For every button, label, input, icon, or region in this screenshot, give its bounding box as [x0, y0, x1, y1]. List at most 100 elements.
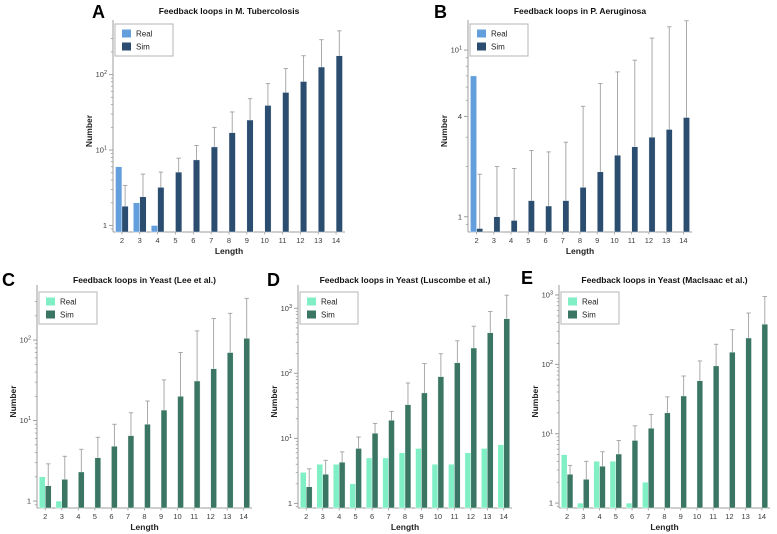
panel-letter-A: A: [92, 2, 105, 22]
x-tick-label: 8: [578, 236, 582, 245]
real-bar: [497, 444, 504, 509]
x-tick-label: 12: [725, 512, 733, 521]
sim-bar: [193, 380, 201, 509]
sim-bar: [243, 338, 250, 509]
x-tick-label: 12: [296, 236, 304, 245]
legend-box: [560, 291, 620, 325]
y-tick-label: 4: [458, 112, 462, 121]
real-bar: [415, 448, 422, 509]
sim-bar: [615, 453, 622, 509]
x-tick-label: 7: [646, 512, 650, 521]
real-bar: [431, 464, 439, 509]
y-tick-label: 103: [281, 304, 292, 313]
chart-title: Feedback loops in Yeast (MacIsaac et al.…: [581, 275, 747, 285]
x-axis-label: Length: [566, 246, 594, 256]
x-tick-label: 14: [500, 512, 508, 521]
legend-swatch-sim: [122, 42, 131, 51]
real-bar: [316, 464, 323, 509]
x-tick-label: 5: [173, 236, 177, 245]
x-tick-label: 3: [60, 512, 64, 521]
x-tick-label: 11: [279, 236, 287, 245]
legend-swatch-real: [307, 297, 316, 306]
sim-bar: [454, 362, 461, 509]
y-tick-label: 103: [542, 291, 553, 300]
sim-bar: [61, 479, 68, 509]
x-tick-label: 6: [630, 512, 634, 521]
sim-bar: [614, 155, 621, 233]
x-tick-label: 12: [467, 512, 475, 521]
sim-bar: [510, 220, 518, 233]
x-tick-label: 6: [191, 236, 195, 245]
legend-label-sim: Sim: [136, 43, 150, 52]
x-tick-label: 10: [610, 236, 618, 245]
sim-bar: [144, 424, 151, 509]
legend-swatch-real: [122, 29, 131, 38]
sim-bar: [648, 137, 656, 233]
sim-bar: [157, 187, 165, 233]
sim-bar: [437, 376, 445, 509]
sim-bar: [210, 368, 217, 509]
sim-bar: [404, 404, 412, 509]
real-bar: [577, 502, 584, 509]
legend-swatch-sim: [307, 310, 316, 319]
panel-letter-E: E: [521, 268, 534, 288]
x-tick-label: 8: [227, 236, 231, 245]
panel-letter-C: C: [2, 270, 15, 290]
x-tick-label: 4: [597, 512, 601, 521]
x-tick-label: 4: [76, 512, 80, 521]
x-tick-label: 12: [206, 512, 214, 521]
real-bar: [642, 482, 649, 509]
sim-bar: [94, 457, 102, 509]
sim-bar: [528, 200, 535, 233]
real-bar: [333, 464, 340, 509]
x-tick-label: 6: [370, 512, 374, 521]
legend-box: [38, 291, 98, 325]
x-tick-label: 11: [450, 512, 458, 521]
legend-swatch-sim: [477, 42, 486, 51]
y-tick-label: 101: [20, 416, 31, 425]
real-bar: [150, 225, 158, 233]
x-tick-label: 6: [109, 512, 113, 521]
x-tick-label: 2: [565, 512, 569, 521]
sim-bar: [631, 440, 639, 509]
sim-bar: [228, 132, 236, 233]
x-tick-label: 4: [156, 236, 160, 245]
x-tick-label: 7: [386, 512, 390, 521]
panel-C: C 1 101 102 2 3 4 5 6 7 8 9 10 11 12 13 14 Feedback loop…: [0, 267, 262, 534]
y-tick-label: 1: [288, 499, 292, 508]
legend-label-sim: Sim: [60, 311, 74, 320]
x-tick-label: 13: [741, 512, 749, 521]
panel-letter-B: B: [434, 2, 447, 22]
panel-B: B 1 4 101 2 3 4 5 6 7 8 9 10 11 12 13 14 Feedback loops …: [400, 0, 777, 267]
legend-label-sim: Sim: [321, 311, 335, 320]
legend-swatch-real: [46, 297, 55, 306]
sim-bar: [177, 396, 184, 509]
sim-bar: [355, 448, 362, 509]
y-tick-label: 1: [103, 221, 107, 230]
sim-bar: [127, 435, 135, 509]
y-tick-label: 102: [96, 70, 107, 79]
sim-bar: [175, 171, 183, 233]
sim-bar: [139, 196, 147, 233]
sim-bar: [648, 428, 655, 509]
y-tick-label: 101: [281, 434, 292, 443]
sim-bar: [246, 119, 254, 233]
x-tick-label: 8: [142, 512, 146, 521]
real-bar: [561, 454, 568, 509]
sim-bar: [318, 66, 325, 233]
y-tick-label: 1: [549, 499, 553, 508]
chart-title: Feedback loops in P. Aeruginosa: [514, 6, 647, 16]
sim-bar: [306, 486, 313, 509]
x-tick-label: 13: [223, 512, 231, 521]
x-tick-label: 10: [261, 236, 269, 245]
real-bar: [625, 502, 633, 509]
top-row: A 1 101 102 2 3 4 5 6 7 8 9 10 11 12 13 14 Feedback loop…: [84, 0, 777, 267]
x-tick-label: 9: [419, 512, 423, 521]
x-tick-label: 14: [679, 236, 687, 245]
x-tick-label: 3: [492, 236, 496, 245]
sim-bar: [78, 471, 85, 509]
real-bar: [39, 476, 46, 509]
sim-bar: [487, 332, 494, 509]
